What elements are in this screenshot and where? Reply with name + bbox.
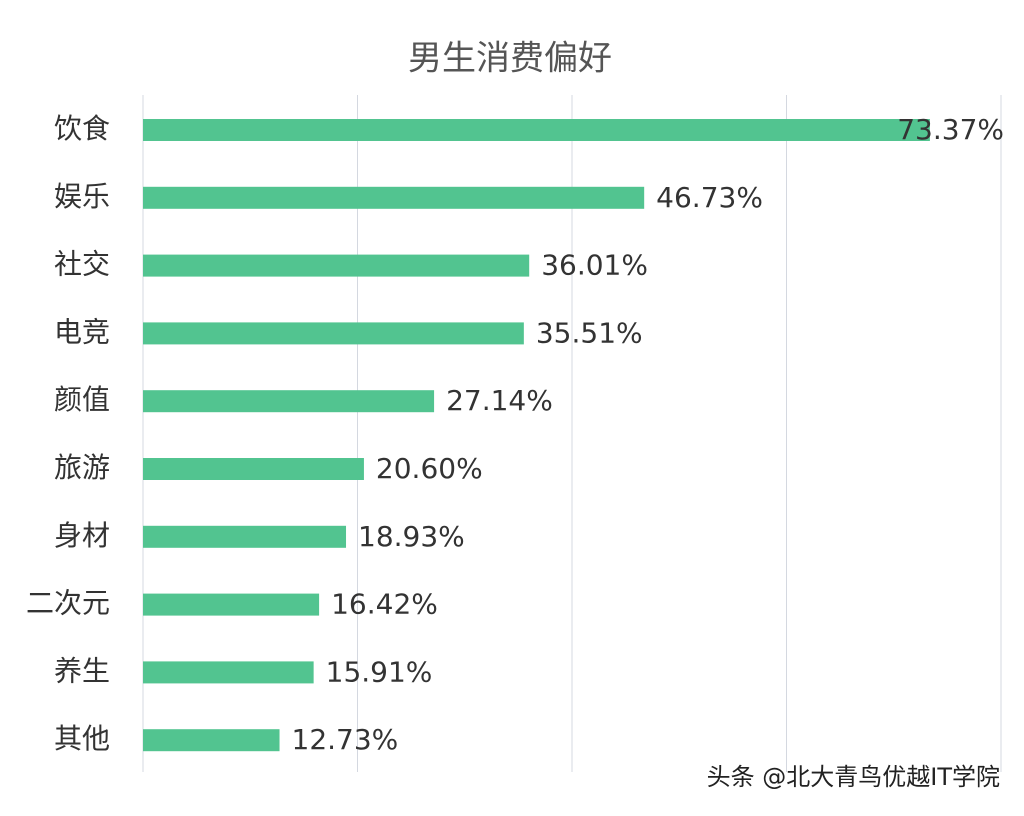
bar bbox=[143, 322, 524, 345]
category-label: 身材 bbox=[54, 519, 110, 552]
bar bbox=[143, 729, 280, 752]
category-label: 其他 bbox=[54, 722, 110, 755]
category-label: 社交 bbox=[54, 248, 110, 281]
category-label: 饮食 bbox=[54, 112, 110, 145]
category-label: 娱乐 bbox=[54, 180, 110, 213]
chart-title: 男生消费偏好 bbox=[408, 39, 612, 79]
value-label: 20.60% bbox=[376, 452, 483, 485]
value-label: 18.93% bbox=[358, 520, 465, 553]
bar bbox=[143, 390, 435, 413]
bar bbox=[143, 593, 320, 616]
value-label: 46.73% bbox=[656, 181, 763, 214]
bar bbox=[143, 186, 645, 209]
category-label: 养生 bbox=[54, 654, 110, 687]
category-label: 电竞 bbox=[54, 315, 110, 348]
value-label: 12.73% bbox=[292, 723, 399, 756]
value-label: 16.42% bbox=[331, 588, 438, 621]
bar bbox=[143, 661, 314, 684]
bar bbox=[143, 254, 530, 277]
value-label: 73.37% bbox=[897, 113, 1004, 146]
bar bbox=[143, 525, 347, 548]
bar bbox=[143, 119, 930, 141]
value-label: 15.91% bbox=[326, 655, 433, 688]
value-label: 27.14% bbox=[446, 384, 553, 417]
category-label: 旅游 bbox=[54, 451, 110, 484]
watermark: 头条 @北大青鸟优越IT学院 bbox=[707, 763, 1000, 791]
category-label: 二次元 bbox=[26, 587, 110, 620]
category-label: 颜值 bbox=[54, 383, 110, 416]
value-label: 36.01% bbox=[541, 249, 648, 282]
bar bbox=[143, 458, 364, 480]
value-label: 35.51% bbox=[536, 316, 643, 349]
